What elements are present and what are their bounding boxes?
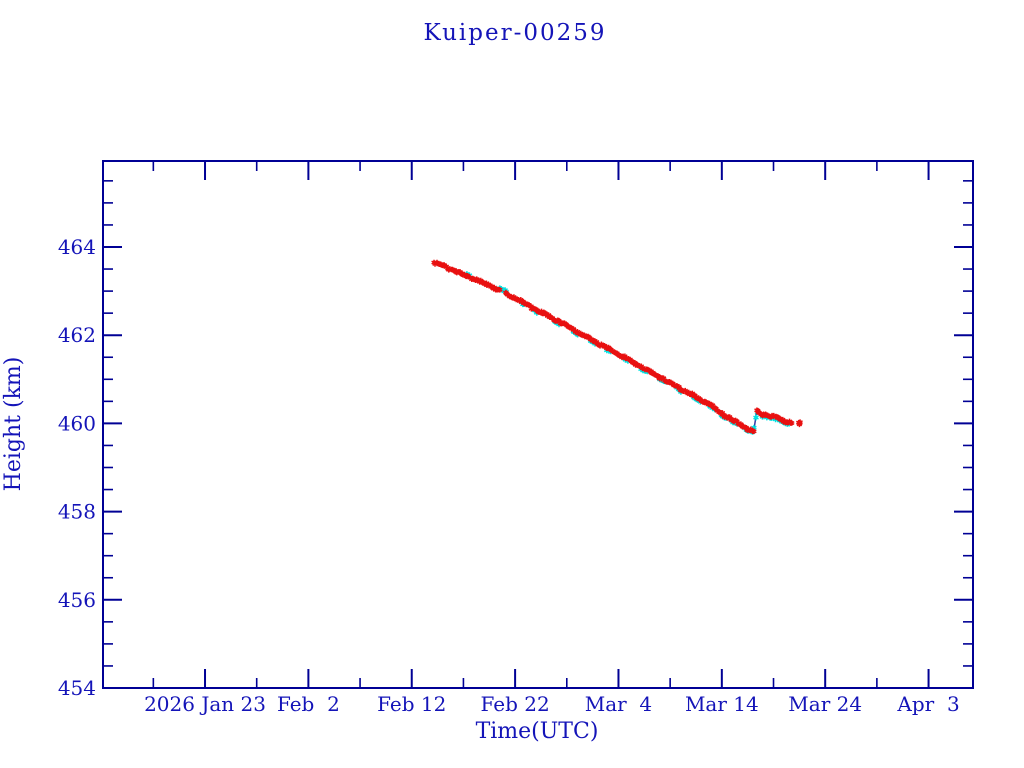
x-tick-label: 2026 Jan 23 [144,692,266,716]
y-tick-label: 464 [58,235,96,259]
data-series [431,259,803,435]
x-tick-label: Feb 22 [480,692,549,716]
y-tick-label: 458 [58,500,96,524]
red-markers [431,259,803,435]
x-tick-label: Mar 14 [685,692,759,716]
x-tick-label: Mar 4 [585,692,652,716]
y-axis-title: Height (km) [1,357,26,492]
axis-ticks [103,161,973,689]
x-tick-label: Mar 24 [788,692,862,716]
x-tick-label: Feb 2 [277,692,340,716]
y-tick-label: 454 [58,676,96,700]
x-tick-label: Feb 12 [377,692,446,716]
chart-title: Kuiper-00259 [423,20,606,46]
x-tick-label: Apr 3 [896,692,959,716]
y-tick-label: 462 [58,323,96,347]
plot-frame [102,160,974,689]
x-axis-title: Time(UTC) [476,719,599,744]
height-trend-line [434,261,793,433]
axis-tick-labels: 2026 Jan 23 Feb 2 Feb 12 Feb 22 Mar 4 Mar 14 M… [58,235,960,716]
y-tick-label: 456 [58,588,96,612]
y-tick-label: 460 [58,411,96,435]
